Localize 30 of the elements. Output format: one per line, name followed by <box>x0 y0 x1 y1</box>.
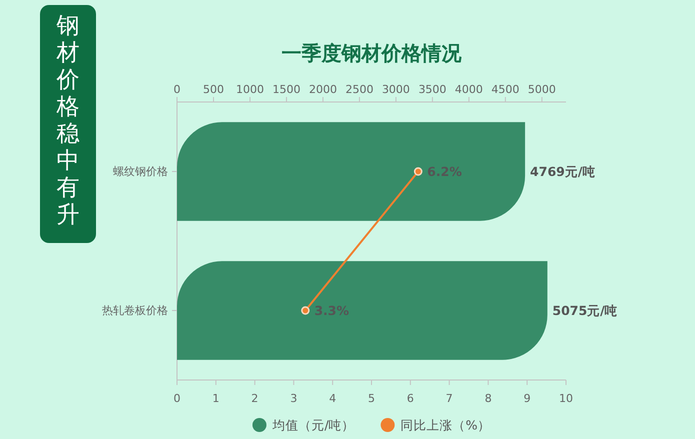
x-tick-label: 5 <box>368 392 375 405</box>
x2-tick-label: 4500 <box>491 83 520 96</box>
y-tick-label: 热轧卷板价格 <box>102 304 168 317</box>
x-tick-label: 2 <box>251 392 258 405</box>
x-tick-label: 0 <box>174 392 180 405</box>
x-tick-label: 3 <box>290 392 298 405</box>
x2-tick-label: 500 <box>202 83 224 96</box>
x2-tick-label: 5000 <box>528 83 556 96</box>
x-tick-label: 4 <box>329 392 336 405</box>
x-tick-label: 1 <box>212 392 220 405</box>
text: 钢材价格稳中有升 <box>56 13 80 228</box>
legend-label: 均值（元/吨） <box>271 418 355 432</box>
legend-label: 同比上涨（%） <box>400 418 491 432</box>
x2-tick-label: 2500 <box>345 83 374 96</box>
x-tick-label: 9 <box>524 392 531 405</box>
data-label: 4769元/吨 <box>530 164 596 179</box>
x2-tick-label: 1000 <box>236 83 264 96</box>
x2-tick-label: 4000 <box>454 83 483 96</box>
y-tick-label: 螺纹钢价格 <box>113 165 168 178</box>
x2-tick-label: 0 <box>174 83 180 96</box>
x-tick-label: 6 <box>406 392 414 405</box>
x2-tick-label: 2000 <box>308 83 337 96</box>
x-tick-label: 10 <box>559 392 573 405</box>
x2-tick-label: 3000 <box>382 83 410 96</box>
x-tick-label: 7 <box>446 392 453 405</box>
x2-tick-label: 1500 <box>272 83 300 96</box>
chart-title: 一季度钢材价格情况 <box>282 41 462 65</box>
x2-tick-label: 3500 <box>418 83 446 96</box>
x-tick-label: 8 <box>484 392 492 405</box>
data-label: 5075元/吨 <box>552 303 618 318</box>
